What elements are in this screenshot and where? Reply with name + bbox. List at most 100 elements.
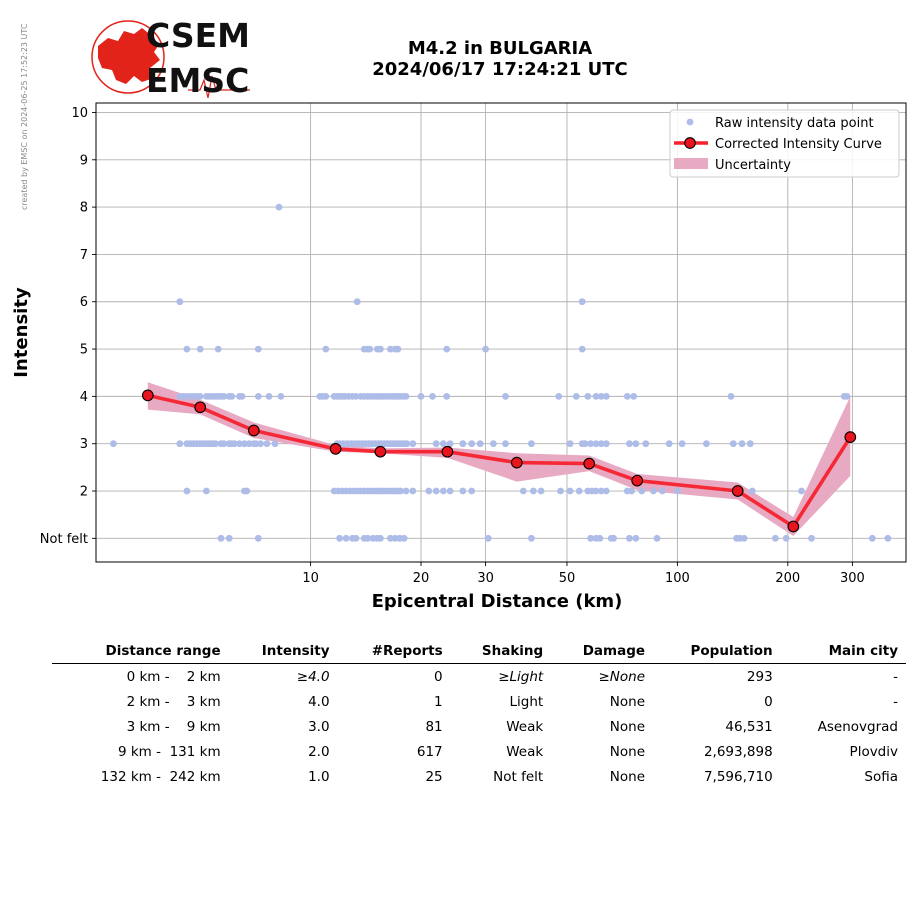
table-row: 0 km - 2 km ≥4.0 0 ≥Light ≥None 293 -: [52, 664, 906, 690]
raw-data-point: [502, 393, 509, 400]
col-intensity: Intensity: [228, 640, 338, 664]
raw-data-point: [592, 487, 600, 495]
title-datetime: 2024/06/17 17:24:21 UTC: [372, 59, 628, 80]
raw-data-point: [772, 534, 779, 542]
logo-text-csem: CSEM: [146, 16, 250, 55]
raw-data-point: [632, 534, 640, 542]
raw-data-point: [665, 440, 673, 448]
raw-data-point: [228, 393, 236, 400]
raw-data-point: [468, 487, 476, 495]
raw-data-point: [402, 487, 410, 495]
raw-data-point: [703, 440, 710, 448]
cell-intensity: 1.0: [308, 768, 330, 785]
raw-data-point: [642, 440, 650, 448]
intensity-summary-table: Distance range Intensity #Reports Shakin…: [52, 640, 906, 789]
raw-data-point: [275, 203, 283, 211]
raw-data-point: [265, 393, 273, 400]
raw-data-point: [557, 487, 564, 495]
raw-data-point: [597, 393, 605, 400]
raw-data-point: [387, 534, 394, 542]
raw-data-point: [581, 440, 589, 448]
raw-data-point: [530, 487, 537, 495]
raw-data-point: [110, 440, 117, 448]
raw-data-point: [484, 534, 492, 542]
raw-data-point: [322, 345, 330, 353]
col-damage: Damage: [551, 640, 654, 664]
table-row: 3 km - 9 km 3.0 81 Weak None 46,531 Asen…: [52, 714, 906, 739]
cell-population: 2,693,898: [703, 743, 773, 760]
cell-shaking: Not felt: [493, 768, 544, 785]
cell-reports: 25: [425, 768, 443, 785]
plot-frame: [95, 102, 907, 563]
raw-data-point: [409, 440, 417, 448]
raw-data-point: [727, 393, 735, 400]
raw-data-point: [587, 440, 594, 448]
raw-data-point: [566, 440, 574, 448]
raw-data-point: [342, 534, 350, 542]
curve-marker: [583, 457, 596, 470]
raw-data-point: [196, 393, 204, 400]
cell-population: 46,531: [725, 718, 773, 735]
raw-data-point: [336, 534, 343, 542]
raw-data-point: [578, 298, 586, 306]
raw-data-point: [808, 534, 815, 542]
corrected-curve: [141, 389, 857, 533]
raw-data-point: [429, 393, 436, 400]
x-axis-label: Epicentral Distance (km): [372, 591, 623, 612]
raw-data-point: [602, 440, 610, 448]
y-tick-label: 6: [80, 295, 88, 310]
cell-range: 3 km - 9 km: [126, 718, 221, 735]
raw-data-point: [387, 345, 394, 353]
raw-data-point: [417, 393, 425, 400]
raw-data-point: [403, 440, 411, 448]
curve-marker: [510, 456, 523, 469]
y-tick-label: 8: [80, 201, 88, 216]
raw-data-point: [674, 487, 681, 495]
cell-reports: 617: [416, 743, 443, 760]
y-tick-label: 4: [80, 390, 88, 405]
raw-data-point: [400, 534, 408, 542]
legend-curve-marker: [684, 137, 696, 149]
csem-emsc-logo: CSEM EMSC: [91, 16, 250, 98]
raw-data-point: [366, 345, 374, 353]
cell-damage: None: [609, 768, 646, 785]
raw-data-point: [439, 440, 447, 448]
curve-marker: [194, 401, 207, 414]
raw-data-point: [597, 440, 605, 448]
cell-population: 7,596,710: [703, 768, 773, 785]
cell-reports: 1: [434, 693, 443, 710]
raw-data-point: [843, 393, 851, 400]
raw-data-point: [632, 440, 640, 448]
table-header-row: Distance range Intensity #Reports Shakin…: [52, 640, 906, 664]
raw-data-point: [630, 393, 638, 400]
raw-data-point: [653, 534, 661, 542]
cell-shaking: Weak: [506, 743, 544, 760]
col-reports: #Reports: [337, 640, 451, 664]
raw-data-point: [409, 487, 417, 495]
raw-data-point: [176, 440, 184, 448]
raw-data-point: [596, 534, 604, 542]
raw-data-point: [502, 440, 509, 448]
raw-data-point: [364, 534, 371, 542]
raw-data-point: [236, 440, 243, 448]
cell-reports: 81: [425, 718, 443, 735]
x-tick-label: 100: [665, 571, 690, 586]
raw-data-point: [397, 487, 404, 495]
col-distance-range: Distance range: [52, 640, 229, 664]
raw-data-point: [220, 393, 228, 400]
cell-damage: None: [609, 718, 646, 735]
cell-shaking: Weak: [506, 718, 544, 735]
curve-marker: [731, 485, 744, 497]
raw-data-point: [610, 534, 617, 542]
cell-range: 2 km - 3 km: [126, 693, 221, 710]
cell-intensity: ≥4.0: [296, 668, 330, 685]
raw-data-point: [214, 345, 222, 353]
raw-data-point: [584, 393, 592, 400]
raw-data-point: [482, 345, 489, 353]
curve-marker: [844, 431, 857, 443]
raw-data-point: [566, 487, 574, 495]
raw-data-point: [254, 534, 262, 542]
cell-city: Asenovgrad: [817, 718, 898, 735]
table-row: 132 km - 242 km 1.0 25 Not felt None 7,5…: [52, 764, 906, 789]
intensity-distance-chart: 10 20 30 50 100 200 300 Not felt 2 3 4 5 6 7 8 9 10 Epice…: [11, 102, 907, 612]
